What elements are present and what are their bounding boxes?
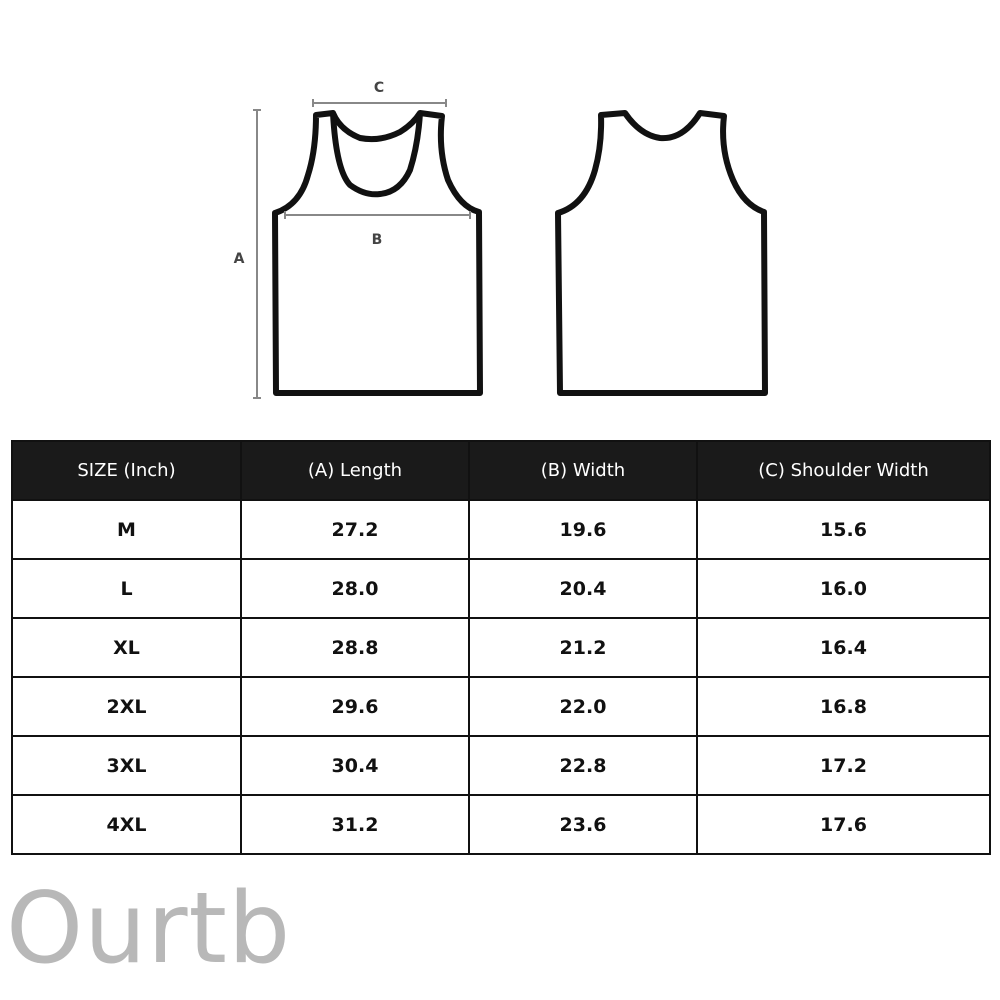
- table-row: 2XL 29.6 22.0 16.8: [11, 676, 991, 737]
- header-width: (B) Width: [468, 440, 698, 501]
- table-row: L 28.0 20.4 16.0: [11, 558, 991, 619]
- label-a: A: [234, 251, 245, 267]
- cell-shoulder-width: 16.4: [696, 617, 991, 678]
- watermark: Ourtb: [6, 872, 292, 986]
- header-length: (A) Length: [240, 440, 470, 501]
- cell-width: 22.8: [468, 735, 698, 796]
- table-row: M 27.2 19.6 15.6: [11, 499, 991, 560]
- cell-size: 3XL: [11, 735, 242, 796]
- cell-length: 30.4: [240, 735, 470, 796]
- cell-width: 22.0: [468, 676, 698, 737]
- tank-top-measurement-diagram: A B C: [234, 80, 768, 399]
- cell-shoulder-width: 17.6: [696, 794, 991, 855]
- cell-length: 28.0: [240, 558, 470, 619]
- label-b: B: [372, 232, 383, 248]
- cell-shoulder-width: 15.6: [696, 499, 991, 560]
- table-row: XL 28.8 21.2 16.4: [11, 617, 991, 678]
- cell-shoulder-width: 17.2: [696, 735, 991, 796]
- header-shoulder-width: (C) Shoulder Width: [696, 440, 991, 501]
- cell-size: XL: [11, 617, 242, 678]
- size-chart-table: SIZE (Inch) (A) Length (B) Width (C) Sho…: [11, 440, 991, 855]
- table-row: 3XL 30.4 22.8 17.2: [11, 735, 991, 796]
- cell-shoulder-width: 16.0: [696, 558, 991, 619]
- cell-length: 31.2: [240, 794, 470, 855]
- cell-width: 23.6: [468, 794, 698, 855]
- table-header-row: SIZE (Inch) (A) Length (B) Width (C) Sho…: [11, 440, 991, 501]
- cell-length: 28.8: [240, 617, 470, 678]
- label-c: C: [374, 80, 384, 96]
- cell-size: 4XL: [11, 794, 242, 855]
- cell-size: M: [11, 499, 242, 560]
- cell-length: 29.6: [240, 676, 470, 737]
- cell-shoulder-width: 16.8: [696, 676, 991, 737]
- cell-size: 2XL: [11, 676, 242, 737]
- cell-width: 19.6: [468, 499, 698, 560]
- cell-length: 27.2: [240, 499, 470, 560]
- tank-top-back-outline: [555, 110, 768, 396]
- tank-top-front-outline: [272, 110, 483, 396]
- table-row: 4XL 31.2 23.6 17.6: [11, 794, 991, 855]
- header-size: SIZE (Inch): [11, 440, 242, 501]
- cell-size: L: [11, 558, 242, 619]
- cell-width: 21.2: [468, 617, 698, 678]
- cell-width: 20.4: [468, 558, 698, 619]
